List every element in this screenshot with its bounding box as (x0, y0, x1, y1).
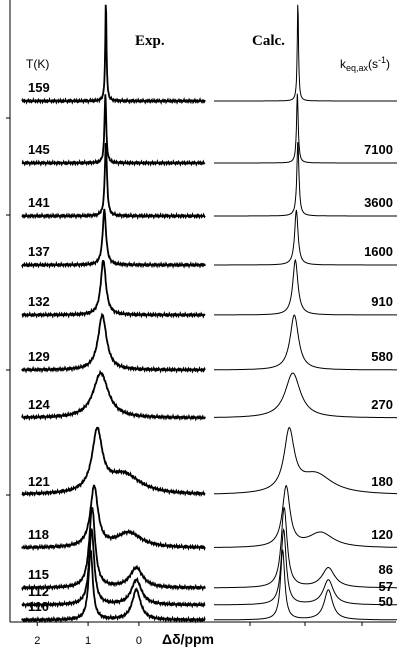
rate-label: 50 (379, 594, 393, 609)
experimental-spectrum (21, 208, 206, 269)
experimental-spectrum (21, 548, 206, 624)
rate-label: 580 (371, 349, 393, 364)
experimental-spectrum (21, 4, 206, 106)
rate-label: 57 (379, 579, 393, 594)
rate-header-k: k (340, 57, 347, 71)
temperature-label: 145 (28, 142, 50, 157)
rate-header: keq,ax(s-1) (340, 55, 390, 73)
rate-label: 120 (371, 527, 393, 542)
row-header: T(K) (26, 57, 49, 71)
experimental-spectrum (21, 142, 206, 220)
experimental-spectrum (21, 528, 206, 609)
temperature-label: 137 (28, 244, 50, 259)
x-tick-label: 2 (34, 635, 40, 647)
experimental-spectrum (21, 260, 206, 319)
temperature-label: 129 (28, 349, 50, 364)
temperature-label: 141 (28, 195, 50, 210)
experimental-spectrum (21, 312, 206, 374)
temperature-label: 110 (28, 599, 49, 614)
x-tick-label: 1 (85, 635, 91, 647)
rate-label: 1600 (364, 244, 393, 259)
rate-header-close: ) (386, 57, 390, 71)
temperature-label: 124 (28, 397, 50, 412)
rate-header-sub: eq,ax (346, 63, 369, 73)
experimental-spectrum (21, 94, 206, 168)
temperature-label: 121 (28, 474, 50, 489)
rate-label: 7100 (364, 142, 393, 157)
rate-label: 3600 (364, 195, 393, 210)
rate-label: 270 (371, 397, 393, 412)
calculated-spectrum (214, 549, 397, 621)
calculated-spectrum (214, 427, 397, 495)
rate-label: 180 (371, 474, 393, 489)
experimental-spectrum (21, 426, 206, 498)
x-axis-label: Δδ/ppm (162, 631, 214, 647)
rate-label: 86 (379, 562, 393, 577)
experimental-spectrum (21, 484, 206, 552)
temperature-label: 118 (28, 527, 49, 542)
calculated-spectrum (214, 484, 397, 548)
rate-header-open: (s (368, 57, 378, 71)
calculated-spectrum (214, 314, 397, 371)
panel-title: Calc. (252, 33, 285, 49)
calculated-spectrum (214, 372, 397, 419)
x-tick-label: 0 (136, 635, 142, 647)
calculated-spectrum (214, 506, 397, 589)
rate-header-sup: -1 (378, 55, 386, 65)
temperature-label: 132 (28, 294, 50, 309)
calculated-spectrum (214, 93, 397, 164)
calculated-spectrum (214, 528, 397, 606)
temperature-label: 159 (28, 80, 50, 95)
calculated-spectrum (214, 258, 397, 316)
temperature-label: 112 (28, 584, 49, 599)
calculated-spectrum (214, 209, 397, 266)
experimental-spectrum (21, 506, 206, 592)
calculated-spectrum (214, 4, 397, 102)
temperature-label: 115 (28, 567, 49, 582)
panel-title: Exp. (135, 33, 165, 49)
experimental-spectrum (21, 369, 206, 422)
rate-label: 910 (371, 294, 393, 309)
calculated-spectrum (214, 142, 397, 217)
